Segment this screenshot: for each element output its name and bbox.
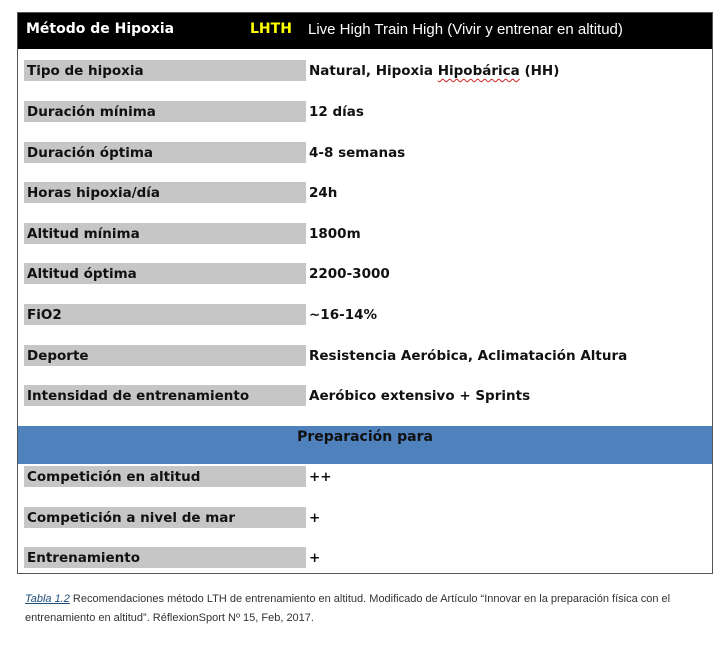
row-label: Intensidad de entrenamiento (27, 388, 250, 404)
row-label: Duración óptima (27, 145, 153, 161)
table-row: Horas hipoxia/día 24h (24, 182, 712, 206)
row-label: Altitud mínima (27, 226, 140, 242)
table-row: Duración mínima 12 días (24, 101, 712, 125)
row-value: ++ (309, 469, 332, 485)
row-value: + (309, 510, 321, 526)
row-label: Competición a nivel de mar (27, 510, 236, 526)
row-label: Altitud óptima (27, 266, 137, 282)
row-value: 24h (309, 185, 338, 201)
table-row: Deporte Resistencia Aeróbica, Aclimataci… (24, 345, 712, 369)
row-value: Aeróbico extensivo + Sprints (309, 388, 531, 404)
row-value: 12 días (309, 104, 364, 120)
row-value: 2200-3000 (309, 266, 390, 282)
caption-reference: Tabla 1.2 (25, 593, 70, 605)
row-value: + (309, 550, 321, 566)
table-row: FiO2 ~16-14% (24, 304, 712, 328)
table-row: Duración óptima 4-8 semanas (24, 142, 712, 166)
method-code: LHTH (250, 21, 292, 37)
row-value: 4-8 semanas (309, 145, 406, 161)
row-value: Resistencia Aeróbica, Aclimatación Altur… (309, 348, 628, 364)
table-row: Tipo de hipoxia Natural, Hipoxia Hipobár… (24, 60, 712, 84)
table-row: Entrenamiento + (24, 547, 712, 571)
table-row: Competición en altitud ++ (24, 466, 712, 490)
row-value: ~16-14% (309, 307, 378, 323)
row-label: Competición en altitud (27, 469, 201, 485)
table-row: Altitud mínima 1800m (24, 223, 712, 247)
row-value: 1800m (309, 226, 361, 242)
table-row: Intensidad de entrenamiento Aeróbico ext… (24, 385, 712, 409)
row-label: FiO2 (27, 307, 62, 323)
table-row: Altitud óptima 2200-3000 (24, 263, 712, 287)
row-label: Duración mínima (27, 104, 156, 120)
table-caption: Tabla 1.2 Recomendaciones método LTH de … (25, 590, 715, 628)
section-title: Preparación para (297, 429, 433, 445)
row-label: Entrenamiento (27, 550, 141, 566)
row-label: Horas hipoxia/día (27, 185, 161, 201)
row-label: Tipo de hipoxia (27, 63, 144, 79)
row-value: Natural, Hipoxia Hipobárica (HH) (309, 63, 560, 79)
caption-text: Recomendaciones método LTH de entrenamie… (25, 593, 671, 624)
method-title: Método de Hipoxia (26, 21, 175, 37)
row-label: Deporte (27, 348, 89, 364)
section-header: Preparación para (18, 426, 712, 464)
table-row: Competición a nivel de mar + (24, 507, 712, 531)
method-description: Live High Train High (Vivir y entrenar e… (308, 21, 623, 38)
table-header: Método de Hipoxia LHTH Live High Train H… (18, 13, 712, 49)
